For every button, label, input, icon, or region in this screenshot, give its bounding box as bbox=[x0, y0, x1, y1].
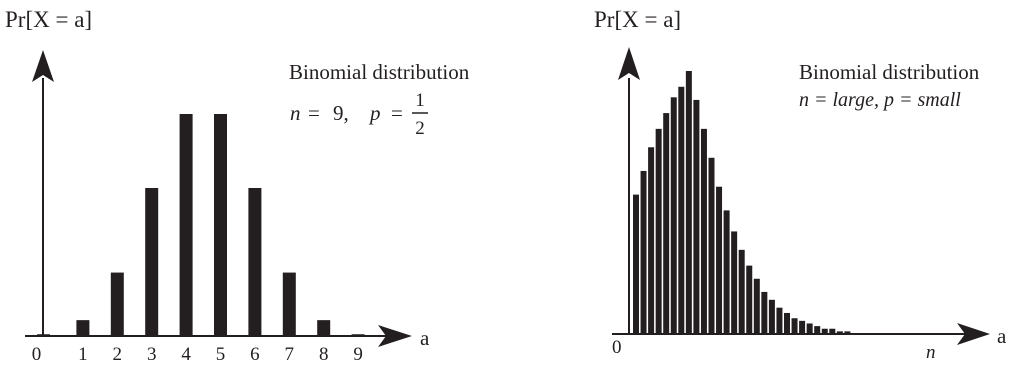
chart-right: Pr[X = a] a 0 n Binomial distribution n … bbox=[594, 7, 1007, 363]
left-y-arrowhead bbox=[32, 50, 54, 82]
right-xlabel: a bbox=[997, 324, 1007, 348]
bar-5 bbox=[214, 114, 227, 336]
bar-18 bbox=[768, 299, 775, 334]
bar-8 bbox=[693, 99, 700, 335]
tick-label-9: 9 bbox=[353, 344, 363, 365]
left-x-arrowhead bbox=[378, 325, 412, 347]
bar-0 bbox=[633, 194, 639, 334]
bar-9 bbox=[700, 128, 707, 334]
bar-13 bbox=[731, 231, 738, 334]
bar-6 bbox=[248, 188, 262, 336]
bar-19 bbox=[776, 307, 783, 334]
tick-label-4: 4 bbox=[181, 344, 191, 365]
bar-28 bbox=[844, 331, 851, 334]
right-legend-params: n = large, p = small bbox=[799, 89, 961, 111]
bar-4 bbox=[663, 113, 670, 334]
tick-label-3: 3 bbox=[147, 344, 157, 365]
left-legend-p: p bbox=[368, 101, 381, 125]
bar-0 bbox=[37, 334, 50, 336]
right-x-end-label: n bbox=[926, 342, 936, 363]
bar-5 bbox=[670, 97, 677, 334]
bar-27 bbox=[836, 331, 843, 334]
tick-label-0: 0 bbox=[32, 344, 42, 365]
tick-label-5: 5 bbox=[216, 344, 226, 365]
right-legend-title: Binomial distribution bbox=[799, 60, 980, 84]
right-bars bbox=[633, 71, 851, 335]
left-legend-n: n bbox=[290, 101, 301, 125]
right-ylabel: Pr[X = a] bbox=[594, 7, 681, 32]
bar-21 bbox=[791, 318, 798, 334]
bar-10 bbox=[708, 157, 715, 334]
tick-label-2: 2 bbox=[113, 344, 123, 365]
left-legend-p-num: 1 bbox=[415, 90, 425, 111]
bar-1 bbox=[640, 170, 647, 334]
bar-22 bbox=[799, 320, 806, 334]
tick-label-1: 1 bbox=[78, 344, 88, 365]
bar-12 bbox=[723, 210, 730, 334]
tick-label-8: 8 bbox=[319, 344, 329, 365]
bar-24 bbox=[814, 326, 821, 334]
right-origin-label: 0 bbox=[612, 337, 622, 358]
tick-label-7: 7 bbox=[285, 344, 295, 365]
bar-6 bbox=[678, 86, 685, 334]
bar-23 bbox=[806, 323, 813, 334]
right-y-arrowhead bbox=[618, 47, 640, 80]
bar-11 bbox=[716, 186, 723, 334]
bar-16 bbox=[753, 278, 760, 334]
bar-3 bbox=[145, 188, 159, 336]
bar-14 bbox=[738, 249, 745, 334]
bar-7 bbox=[282, 272, 296, 336]
left-legend-eq2: = bbox=[391, 101, 403, 125]
left-xlabel: a bbox=[420, 326, 430, 350]
bar-15 bbox=[746, 265, 753, 334]
bar-26 bbox=[829, 328, 836, 334]
left-legend-eq1: = bbox=[308, 101, 320, 125]
bar-20 bbox=[784, 312, 790, 334]
left-ylabel: Pr[X = a] bbox=[5, 7, 92, 32]
bar-25 bbox=[821, 328, 828, 334]
chart-left: Pr[X = a] a Binomial distribution n = 9,… bbox=[5, 7, 470, 365]
bar-8 bbox=[317, 320, 331, 336]
left-legend-p-den: 2 bbox=[415, 118, 425, 139]
tick-label-6: 6 bbox=[250, 344, 260, 365]
bar-2 bbox=[648, 147, 655, 334]
left-legend-title: Binomial distribution bbox=[289, 60, 470, 84]
bar-2 bbox=[110, 272, 124, 336]
left-bars bbox=[37, 114, 365, 336]
bar-17 bbox=[761, 291, 768, 334]
left-tick-labels: 0 1 2 3 4 5 6 7 8 9 bbox=[32, 344, 363, 365]
left-legend-n-value: 9, bbox=[333, 101, 349, 125]
bar-9 bbox=[351, 334, 365, 336]
bar-3 bbox=[655, 128, 662, 334]
bar-1 bbox=[76, 320, 90, 336]
bar-7 bbox=[685, 71, 692, 334]
right-x-arrowhead bbox=[957, 323, 990, 345]
bar-4 bbox=[179, 114, 193, 336]
left-legend-params: n = 9, p = 1 2 bbox=[290, 90, 428, 139]
